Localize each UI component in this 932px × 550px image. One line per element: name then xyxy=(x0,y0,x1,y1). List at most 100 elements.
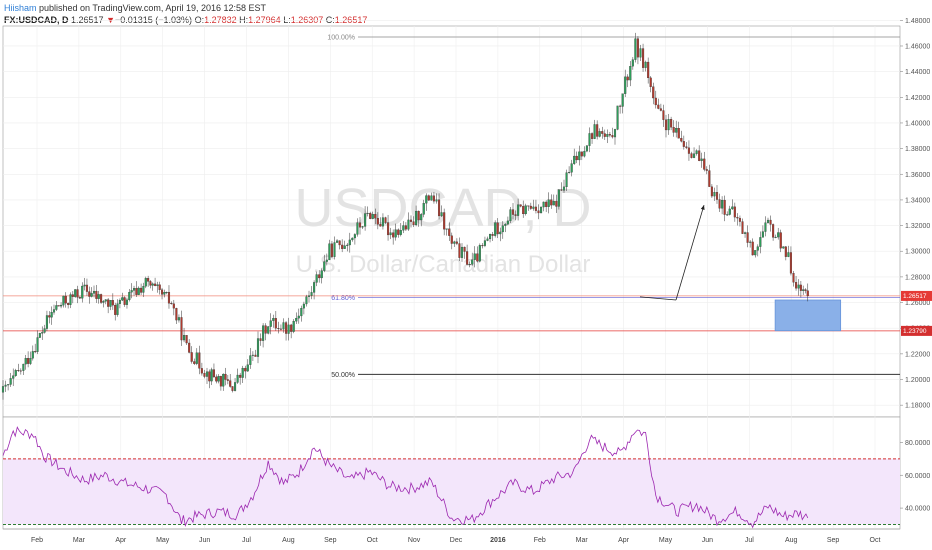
candle-body xyxy=(386,222,390,236)
rsi-line xyxy=(2,426,809,529)
candle-body xyxy=(287,324,290,334)
publish-line: Hiisham published on TradingView.com, Ap… xyxy=(4,2,367,14)
candle-body xyxy=(208,371,211,382)
watermark: USDCAD, D U.S. Dollar/Canadian Dollar xyxy=(294,178,591,278)
time-axis[interactable]: Feb Mar Apr May Jun Jul Aug Sep Oct Nov Dec 2016 Feb… xyxy=(3,528,900,544)
candle-body xyxy=(792,273,795,283)
candle-body xyxy=(402,225,405,231)
month-label: Feb xyxy=(534,537,546,544)
candle-body xyxy=(76,289,79,298)
candle-body xyxy=(404,225,407,230)
candle-body xyxy=(695,150,698,154)
candle-body xyxy=(756,246,759,251)
candle-body xyxy=(165,291,168,293)
candle-body xyxy=(445,228,448,230)
candle-body xyxy=(522,206,525,215)
candle-body xyxy=(29,358,32,364)
candle-body xyxy=(738,217,741,222)
candle-body xyxy=(358,222,362,228)
candle-body xyxy=(603,133,606,137)
price-tag-label: 1.23790 xyxy=(903,328,927,335)
candle-body xyxy=(246,364,249,372)
candle-body xyxy=(532,206,535,209)
price-tick-label: 1.34000 xyxy=(905,197,930,204)
candle-body xyxy=(664,119,668,131)
symbol-label[interactable]: FX:USDCAD, D xyxy=(4,15,69,25)
candle-body xyxy=(797,284,800,289)
candle-body xyxy=(761,231,764,238)
candle-body xyxy=(458,243,461,258)
price-tick-label: 1.26000 xyxy=(905,300,930,307)
candle-body xyxy=(715,192,719,200)
month-label: Feb xyxy=(31,537,43,544)
candle-body xyxy=(749,241,752,243)
candle-body xyxy=(494,222,497,236)
candle-body xyxy=(621,93,624,107)
candle-body xyxy=(34,351,37,353)
candle-body xyxy=(92,290,96,294)
candle-body xyxy=(190,352,193,362)
candle-body xyxy=(591,133,594,139)
price-tick-label: 1.42000 xyxy=(905,95,930,102)
fib-level-label: 50.00% xyxy=(331,372,355,379)
candle-body xyxy=(4,384,7,387)
candle-body xyxy=(55,305,58,310)
candle-body xyxy=(654,97,657,106)
candle-body xyxy=(272,318,275,321)
candle-body xyxy=(31,351,34,359)
candle-body xyxy=(662,110,665,120)
candle-body xyxy=(290,324,293,332)
candle-body xyxy=(244,367,247,372)
candle-body xyxy=(687,147,690,154)
candle-body xyxy=(718,199,721,209)
candle-body xyxy=(50,312,53,318)
candle-body xyxy=(448,228,451,236)
price-tag-label: 1.26517 xyxy=(903,293,927,300)
candle-body xyxy=(397,229,400,235)
candle-body xyxy=(167,291,171,304)
candle-body xyxy=(57,305,60,307)
candle-body xyxy=(172,303,175,309)
candle-body xyxy=(177,317,181,321)
candle-body xyxy=(728,208,731,215)
candle-body xyxy=(754,250,757,256)
candle-body xyxy=(229,380,232,387)
candle-body xyxy=(295,317,298,322)
candle-body xyxy=(555,200,558,207)
candle-body xyxy=(565,172,568,188)
candle-body xyxy=(491,234,494,236)
price-tick-label: 1.18000 xyxy=(905,403,930,410)
candle-body xyxy=(154,283,157,286)
candle-body xyxy=(524,205,527,215)
author-link[interactable]: Hiisham xyxy=(4,3,37,13)
price-axis[interactable]: 1.48000 1.46000 1.44000 1.42000 1.40000 1.380… xyxy=(900,18,930,410)
candle-body xyxy=(427,195,430,201)
candle-body xyxy=(147,278,150,282)
candle-body xyxy=(636,38,639,58)
month-label: Apr xyxy=(618,537,630,544)
candle-body xyxy=(17,370,20,371)
candle-body xyxy=(274,318,277,329)
candle-body xyxy=(506,220,509,225)
candle-body xyxy=(366,212,369,214)
month-label: Aug xyxy=(282,537,295,544)
candle-body xyxy=(537,210,540,214)
candle-body xyxy=(323,261,326,271)
candle-body xyxy=(156,284,159,286)
candle-body xyxy=(318,274,321,279)
candle-body xyxy=(690,153,693,158)
change-value: −0.01315 (−1.03%) xyxy=(115,15,193,25)
rsi-tick-label: 80.0000 xyxy=(905,440,930,447)
candle-body xyxy=(343,245,346,249)
candle-body xyxy=(175,308,178,321)
candle-body xyxy=(575,155,578,161)
rsi-axis[interactable]: 80.0000 60.0000 40.0000 xyxy=(900,440,930,513)
candle-body xyxy=(483,240,486,246)
candle-body xyxy=(392,232,395,238)
fib-level-label: 61.80% xyxy=(331,295,355,302)
candle-body xyxy=(606,134,609,137)
candle-body xyxy=(249,355,252,365)
candle-body xyxy=(766,219,770,223)
candle-body xyxy=(473,253,476,260)
